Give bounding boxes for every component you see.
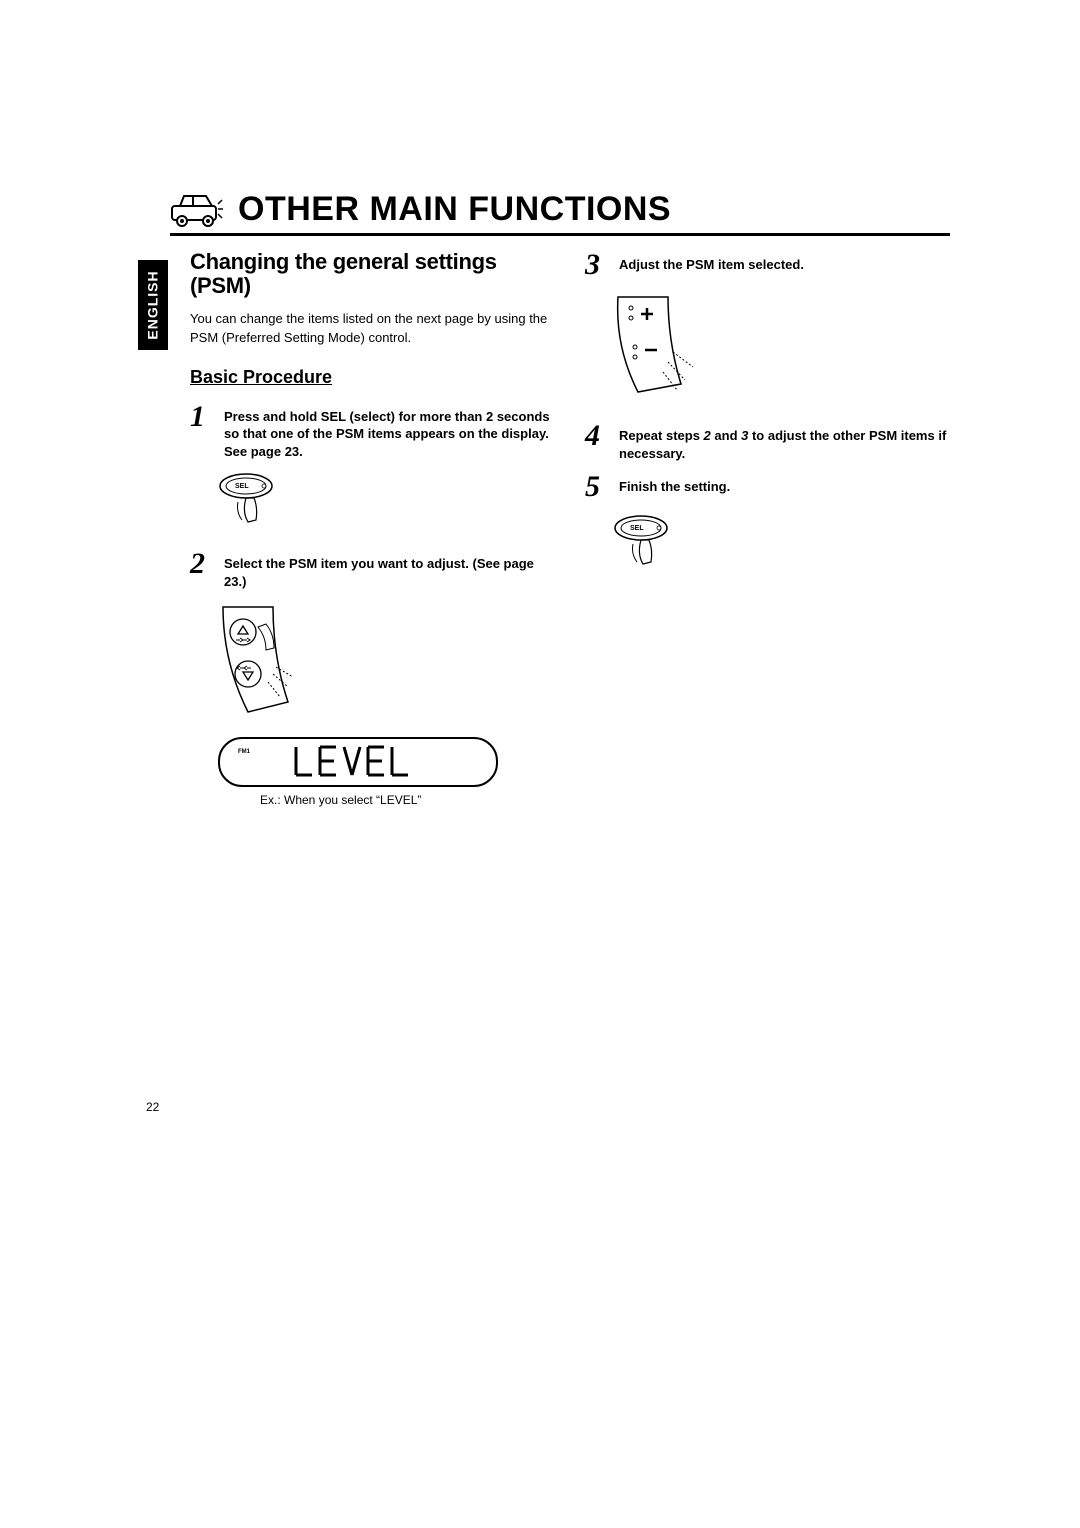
level-segment-display: [290, 742, 440, 782]
page-header: OTHER MAIN FUNCTIONS: [170, 190, 950, 236]
step4-pre: Repeat steps: [619, 428, 704, 443]
language-tab: ENGLISH: [138, 260, 168, 350]
step-3: 3 Adjust the PSM item selected.: [585, 250, 950, 280]
step-5: 5 Finish the setting.: [585, 472, 950, 502]
intro-text: You can change the items listed on the n…: [190, 310, 555, 346]
svg-text:SEL: SEL: [235, 483, 249, 490]
fm-indicator: FM1: [238, 749, 250, 755]
content-columns: Changing the general settings (PSM) You …: [190, 250, 950, 827]
section-title: Changing the general settings (PSM): [190, 250, 555, 298]
main-title: OTHER MAIN FUNCTIONS: [238, 190, 671, 229]
step4-ref2: 2: [704, 428, 711, 443]
step-text: Press and hold SEL (select) for more tha…: [224, 402, 555, 461]
page-number: 22: [146, 1100, 159, 1114]
step-text: Adjust the PSM item selected.: [619, 250, 950, 274]
step-number: 1: [190, 402, 218, 432]
step-number: 2: [190, 549, 218, 579]
display-caption: Ex.: When you select “LEVEL”: [260, 793, 555, 807]
step-number: 3: [585, 250, 613, 280]
step-text: Select the PSM item you want to adjust. …: [224, 549, 555, 590]
language-label: ENGLISH: [145, 270, 161, 339]
subheading-basic-procedure: Basic Procedure: [190, 367, 555, 388]
lcd-display: FM1: [218, 737, 498, 787]
step-number: 4: [585, 421, 613, 451]
right-column: 3 Adjust the PSM item selected. 4 Re: [585, 250, 950, 827]
svg-text:SEL: SEL: [630, 525, 644, 532]
left-column: Changing the general settings (PSM) You …: [190, 250, 555, 827]
step-text: Repeat steps 2 and 3 to adjust the other…: [619, 421, 950, 462]
plus-minus-button-illustration: [613, 292, 723, 402]
sel-button-illustration: SEL: [218, 472, 288, 524]
sel-button-illustration-2: SEL: [613, 514, 683, 566]
manual-page: ENGLISH OTHER MAIN FUNCTIONS Changing th…: [140, 190, 950, 827]
step-text: Finish the setting.: [619, 472, 950, 496]
step-2: 2 Select the PSM item you want to adjust…: [190, 549, 555, 590]
step-4: 4 Repeat steps 2 and 3 to adjust the oth…: [585, 421, 950, 462]
step-number: 5: [585, 472, 613, 502]
car-icon: [170, 192, 224, 228]
step-1: 1 Press and hold SEL (select) for more t…: [190, 402, 555, 461]
step4-mid: and: [711, 428, 741, 443]
up-down-button-illustration: [218, 602, 318, 722]
